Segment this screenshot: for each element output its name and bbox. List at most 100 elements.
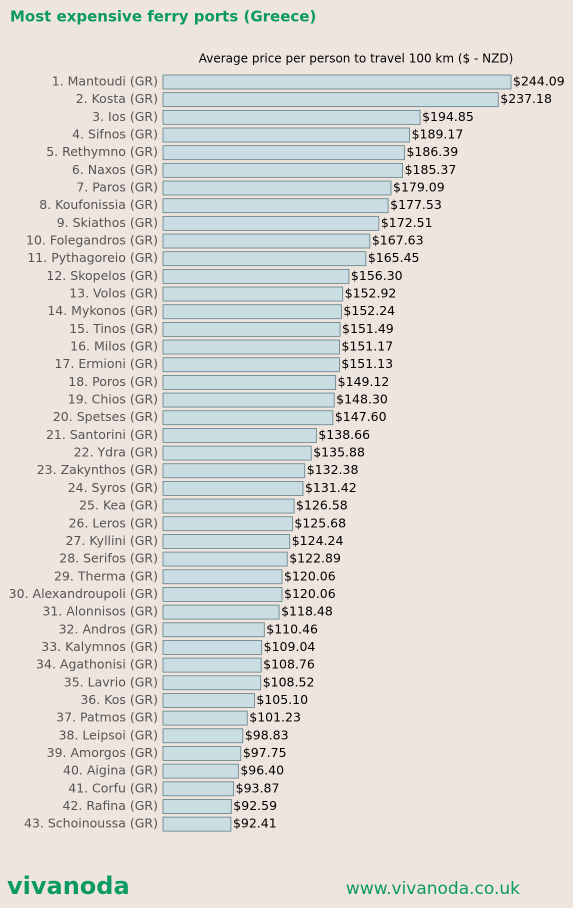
bar [162,74,512,90]
y-tick-label: 23. Zakynthos (GR) [37,462,158,477]
value-label: $124.24 [292,533,344,548]
bar [162,746,242,761]
value-label: $151.49 [342,321,394,336]
bar [162,268,350,284]
y-tick-label: 20. Spetses (GR) [53,409,158,424]
bar [162,534,291,549]
value-label: $167.63 [372,233,424,248]
bar [162,427,317,443]
value-label: $138.66 [318,427,370,442]
bar [162,251,367,267]
bar [162,799,232,814]
y-tick-label: 17. Ermioni (GR) [55,356,158,371]
y-tick-label: 33. Kalymnos (GR) [41,639,158,654]
bar [162,587,283,602]
y-tick-label: 12. Skopelos (GR) [46,268,158,283]
y-tick-label: 10. Folegandros (GR) [26,233,158,248]
value-label: $108.52 [263,674,315,689]
value-label: $97.75 [243,745,287,760]
value-label: $151.13 [341,356,393,371]
bar [162,675,262,691]
value-label: $132.38 [307,462,359,477]
value-label: $110.46 [266,621,318,636]
value-label: $186.39 [406,144,458,159]
bar [162,622,265,638]
y-tick-label: 3. Ios (GR) [92,109,158,124]
bar [162,463,306,479]
bar [162,710,248,726]
y-tick-label: 32. Andros (GR) [59,621,158,636]
y-tick-label: 36. Kos (GR) [80,692,158,707]
y-tick-label: 40. Aigina (GR) [63,763,158,778]
y-tick-label: 24. Syros (GR) [68,480,158,495]
value-label: $148.30 [336,392,388,407]
bar [162,763,239,779]
value-label: $93.87 [236,780,280,795]
bar [162,109,421,125]
y-tick-label: 38. Leipsoi (GR) [59,727,158,742]
y-tick-label: 18. Poros (GR) [68,374,158,389]
value-label: $120.06 [284,586,336,601]
bar [162,215,380,231]
y-tick-label: 21. Santorini (GR) [46,427,158,442]
y-tick-label: 28. Serifos (GR) [59,551,158,566]
y-tick-label: 8. Koufonissia (GR) [39,197,158,212]
website-url: www.vivanoda.co.uk [346,879,520,899]
value-label: $156.30 [351,268,403,283]
bar [162,145,405,161]
bar [162,233,371,249]
value-label: $179.09 [393,180,445,195]
bar [162,410,334,426]
bar [162,286,344,302]
value-label: $152.24 [343,303,395,318]
value-label: $135.88 [313,445,365,460]
bar [162,640,263,655]
value-label: $98.83 [245,727,289,742]
bar [162,516,293,532]
value-label: $189.17 [412,127,464,142]
value-label: $120.06 [284,568,336,583]
value-label: $152.92 [345,286,397,301]
value-label: $151.17 [341,339,393,354]
value-label: $92.59 [233,798,277,813]
bar [162,180,392,196]
bar [162,481,304,496]
y-tick-label: 7. Paros (GR) [76,180,158,195]
value-label: $185.37 [405,162,457,177]
value-label: $122.89 [289,551,341,566]
y-tick-label: 22. Ydra (GR) [74,445,158,460]
value-label: $101.23 [249,710,301,725]
bar [162,693,255,708]
bar [162,569,283,585]
value-label: $177.53 [390,197,442,212]
value-label: $131.42 [305,480,357,495]
value-label: $237.18 [500,91,552,106]
bar [162,198,389,214]
value-label: $108.76 [263,657,315,672]
value-label: $109.04 [264,639,316,654]
bar [162,781,235,797]
bar [162,728,244,744]
bar [162,657,262,673]
y-tick-label: 39. Amorgos (GR) [47,745,158,760]
bar [162,92,499,108]
y-tick-label: 2. Kosta (GR) [76,91,158,106]
bar [162,321,341,337]
y-tick-label: 29. Therma (GR) [54,568,158,583]
y-tick-label: 27. Kyllini (GR) [66,533,158,548]
logo: vivanoda [7,872,130,900]
y-tick-label: 37. Patmos (GR) [56,710,158,725]
value-label: $125.68 [294,515,346,530]
value-label: $165.45 [368,250,420,265]
y-tick-label: 43. Schoinoussa (GR) [24,816,158,831]
y-tick-label: 6. Naxos (GR) [72,162,158,177]
y-tick-label: 35. Lavrio (GR) [64,674,158,689]
value-label: $149.12 [338,374,390,389]
y-tick-label: 14. Mykonos (GR) [47,303,158,318]
value-label: $172.51 [381,215,433,230]
chart-title: Most expensive ferry ports (Greece) [10,8,316,26]
value-label: $194.85 [422,109,474,124]
y-tick-label: 4. Sifnos (GR) [72,127,158,142]
y-tick-label: 5. Rethymno (GR) [46,144,158,159]
